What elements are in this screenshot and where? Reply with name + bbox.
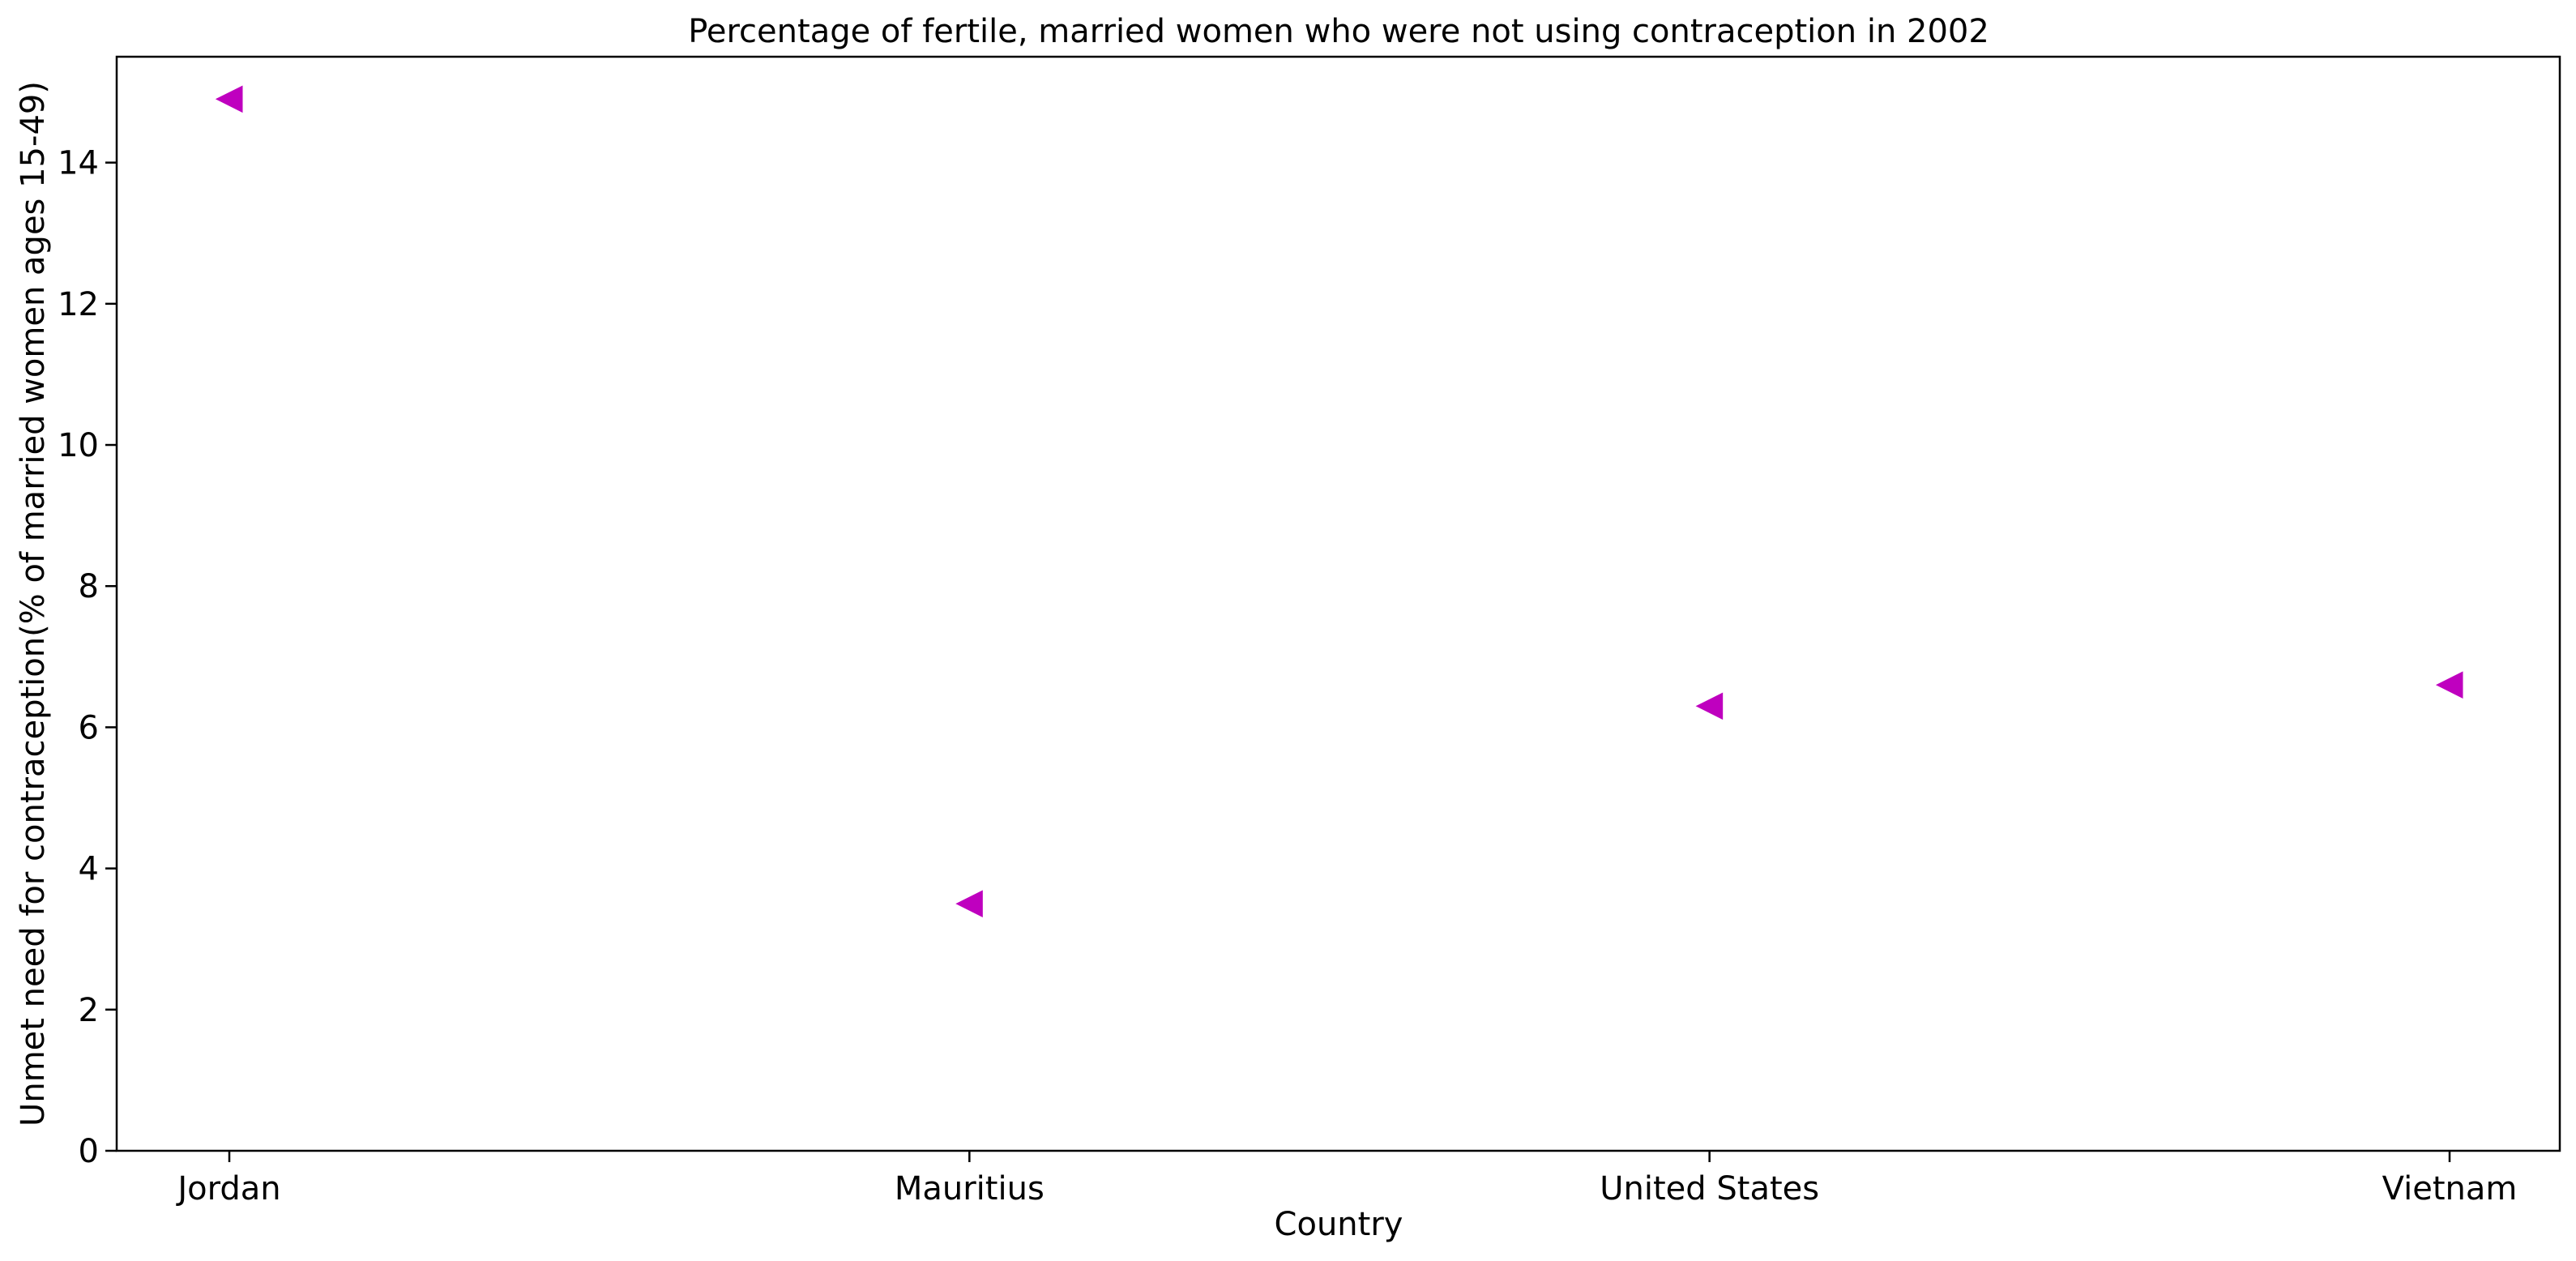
y-tick-label: 14 [58,145,99,182]
data-point-vietnam [2435,671,2463,699]
y-tick-label: 4 [79,851,99,888]
x-axis: Jordan Mauritius United States Vietnam [175,1151,2517,1208]
x-tick-label: United States [1600,1170,1819,1208]
data-point-mauritius [955,890,983,917]
x-tick-label: Mauritius [895,1170,1044,1208]
y-tick-label: 10 [58,427,99,464]
y-tick-label: 8 [79,568,99,605]
chart-title: Percentage of fertile, married women who… [688,13,1989,50]
data-point-united-states [1695,692,1724,720]
x-tick-label: Jordan [175,1170,280,1208]
y-tick-label: 12 [58,286,99,323]
y-axis-label: Unmet need for contraception(% of marrie… [15,81,52,1126]
data-point-jordan [215,85,243,113]
x-axis-label: Country [1275,1206,1403,1243]
plot-area-frame [115,55,2561,1152]
y-tick-label: 0 [79,1133,99,1170]
y-axis: 0 2 4 6 8 10 12 14 [58,145,117,1170]
x-tick-label: Vietnam [2382,1170,2518,1208]
data-points [215,85,2463,917]
y-tick-label: 2 [79,992,99,1029]
y-tick-label: 6 [79,709,99,746]
